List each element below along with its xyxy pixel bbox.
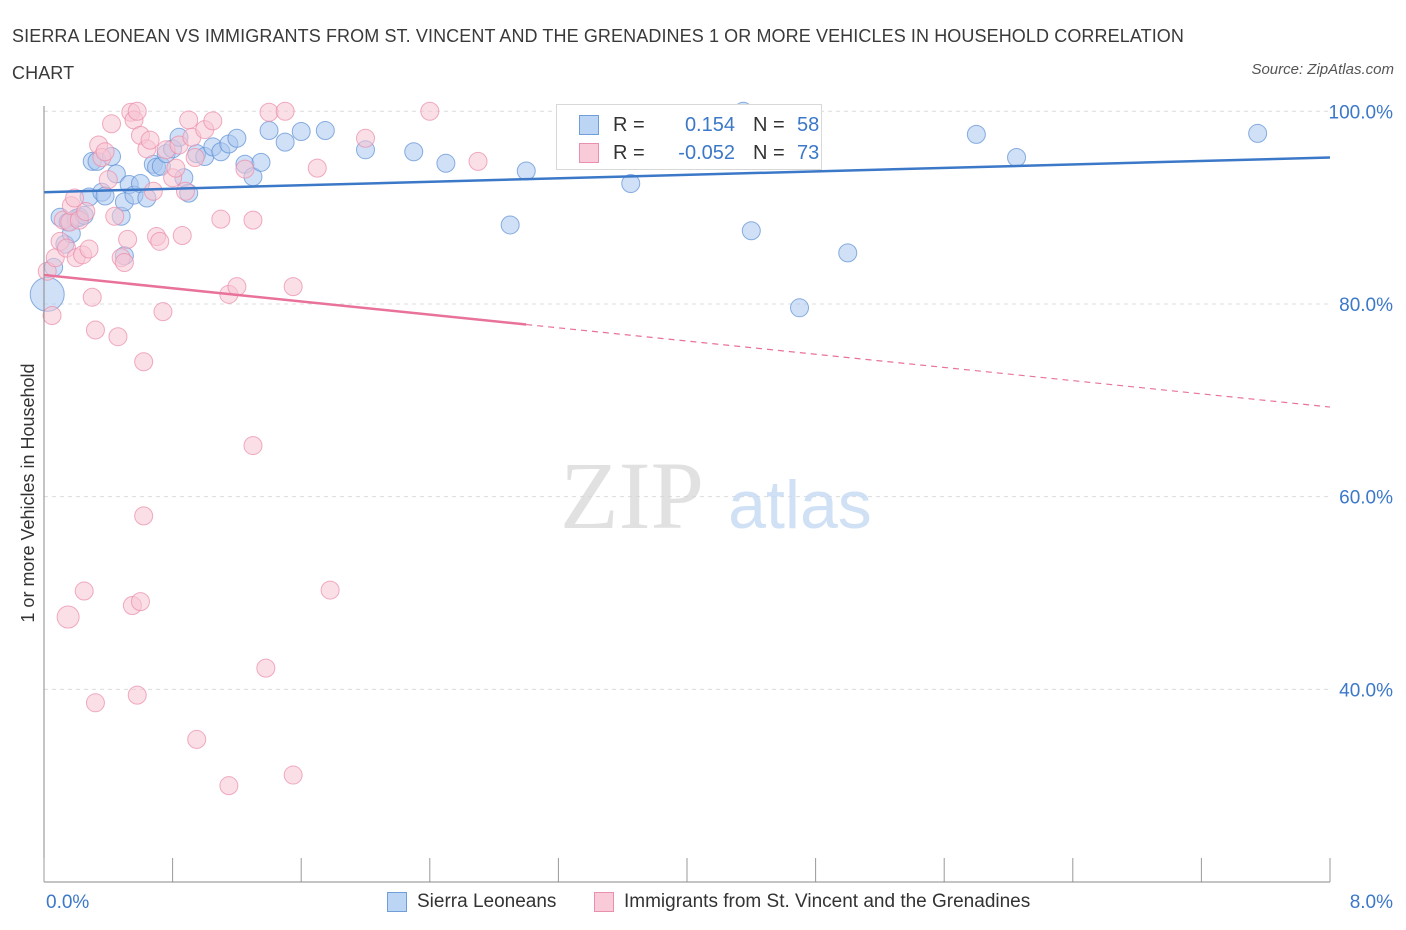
y-tick-label: 60.0% bbox=[1339, 488, 1393, 509]
source-label: Source: ZipAtlas.com bbox=[1251, 61, 1394, 78]
st-vincent-point bbox=[95, 142, 115, 162]
sierra-leonean-point bbox=[251, 152, 271, 172]
r-value: 0.154 bbox=[684, 113, 735, 136]
st-vincent-point bbox=[42, 306, 62, 326]
st-vincent-point bbox=[211, 209, 231, 229]
y-axis-title: 1 or more Vehicles in Household bbox=[18, 363, 38, 622]
sierra-leonean-point bbox=[838, 243, 858, 263]
st-vincent-point bbox=[275, 101, 295, 121]
st-vincent-point bbox=[114, 253, 134, 273]
watermark-zip: ZIP bbox=[560, 442, 704, 549]
st-vincent-point bbox=[283, 277, 303, 297]
sierra-leonean-point bbox=[315, 121, 335, 141]
blue-trend-line bbox=[43, 156, 1331, 194]
st-vincent-point bbox=[243, 210, 263, 230]
st-vincent-point bbox=[102, 114, 122, 134]
st-vincent-point bbox=[56, 605, 80, 629]
st-vincent-point bbox=[259, 102, 279, 122]
st-vincent-point bbox=[219, 776, 239, 796]
r-label: R = bbox=[613, 113, 645, 136]
st-vincent-point bbox=[468, 151, 488, 171]
st-vincent-point bbox=[243, 436, 263, 456]
st-vincent-point bbox=[118, 229, 138, 249]
st-vincent-point bbox=[79, 239, 99, 259]
legend-label: Sierra Leoneans bbox=[417, 891, 557, 912]
sierra-leonean-point bbox=[966, 124, 986, 144]
st-vincent-point bbox=[65, 188, 85, 208]
x-tick-label: 0.0% bbox=[46, 892, 89, 913]
st-vincent-point bbox=[76, 201, 96, 221]
st-vincent-point bbox=[74, 581, 94, 601]
st-vincent-point bbox=[283, 765, 303, 785]
stats-legend: R = 0.154 N = 58 R = -0.052 N = 73 bbox=[556, 104, 822, 170]
blue-swatch bbox=[387, 892, 407, 912]
sierra-leonean-point bbox=[500, 215, 520, 235]
st-vincent-point bbox=[108, 327, 128, 347]
st-vincent-point bbox=[140, 130, 160, 150]
st-vincent-point bbox=[175, 181, 195, 201]
pink-swatch bbox=[579, 143, 599, 163]
st-vincent-point bbox=[150, 231, 170, 251]
chart-title: SIERRA LEONEAN VS IMMIGRANTS FROM ST. VI… bbox=[12, 26, 1185, 83]
sierra-leonean-point bbox=[1248, 123, 1268, 143]
st-vincent-point bbox=[127, 101, 147, 121]
sierra-leonean-point bbox=[227, 128, 247, 148]
sierra-leonean-point bbox=[516, 161, 536, 181]
y-tick-label: 80.0% bbox=[1339, 295, 1393, 316]
sierra-leonean-point bbox=[259, 121, 279, 141]
st-vincent-point bbox=[235, 159, 255, 179]
st-vincent-point bbox=[82, 287, 102, 307]
st-vincent-point bbox=[127, 685, 147, 705]
n-value: 58 bbox=[797, 113, 820, 136]
st-vincent-point bbox=[153, 302, 173, 322]
st-vincent-point bbox=[320, 580, 340, 600]
n-label: N = bbox=[753, 141, 785, 164]
legend-item-immigrants-st-vincent[interactable]: Immigrants from St. Vincent and the Gren… bbox=[594, 888, 1030, 916]
st-vincent-point bbox=[143, 181, 163, 201]
legend-item-sierra-leoneans[interactable]: Sierra Leoneans bbox=[387, 888, 556, 916]
legend-label: Immigrants from St. Vincent and the Gren… bbox=[624, 891, 1031, 912]
pink-trend-line-extension bbox=[526, 323, 1331, 408]
st-vincent-point bbox=[203, 111, 223, 131]
r-label: R = bbox=[613, 141, 645, 164]
st-vincent-point bbox=[356, 128, 375, 148]
r-value: -0.052 bbox=[678, 141, 735, 164]
y-tick-label: 40.0% bbox=[1339, 680, 1393, 701]
st-vincent-point bbox=[134, 352, 154, 372]
st-vincent-point bbox=[105, 206, 125, 226]
st-vincent-point bbox=[172, 226, 192, 246]
stats-row-blue: R = 0.154 N = 58 bbox=[579, 111, 819, 139]
st-vincent-point bbox=[256, 658, 276, 678]
st-vincent-point bbox=[166, 158, 186, 178]
x-tick-label: 8.0% bbox=[1350, 892, 1393, 913]
st-vincent-point bbox=[134, 506, 154, 526]
pink-trend-line bbox=[43, 273, 527, 326]
sierra-leonean-point bbox=[291, 122, 311, 141]
st-vincent-point bbox=[185, 148, 205, 168]
st-vincent-point bbox=[98, 170, 118, 190]
n-value: 73 bbox=[797, 141, 820, 164]
st-vincent-point bbox=[307, 158, 327, 178]
sierra-leonean-point bbox=[404, 142, 424, 162]
st-vincent-point bbox=[420, 101, 440, 121]
sierra-leonean-point bbox=[1007, 148, 1027, 168]
n-label: N = bbox=[753, 113, 785, 136]
st-vincent-point bbox=[130, 592, 150, 612]
sierra-leonean-point bbox=[436, 153, 456, 173]
y-tick-label: 100.0% bbox=[1329, 102, 1394, 123]
stats-row-pink: R = -0.052 N = 73 bbox=[579, 139, 819, 167]
watermark-atlas: atlas bbox=[728, 467, 872, 543]
sierra-leonean-point bbox=[741, 221, 761, 241]
st-vincent-point bbox=[85, 693, 105, 713]
st-vincent-point bbox=[85, 320, 105, 340]
st-vincent-point bbox=[187, 729, 207, 749]
blue-swatch bbox=[579, 115, 599, 135]
sierra-leonean-point bbox=[621, 174, 641, 194]
sierra-leonean-point bbox=[29, 276, 65, 312]
sierra-leonean-point bbox=[275, 132, 295, 152]
st-vincent-point bbox=[179, 110, 199, 130]
st-vincent-point bbox=[227, 277, 247, 297]
pink-swatch bbox=[594, 892, 614, 912]
sierra-leonean-point bbox=[790, 298, 810, 318]
